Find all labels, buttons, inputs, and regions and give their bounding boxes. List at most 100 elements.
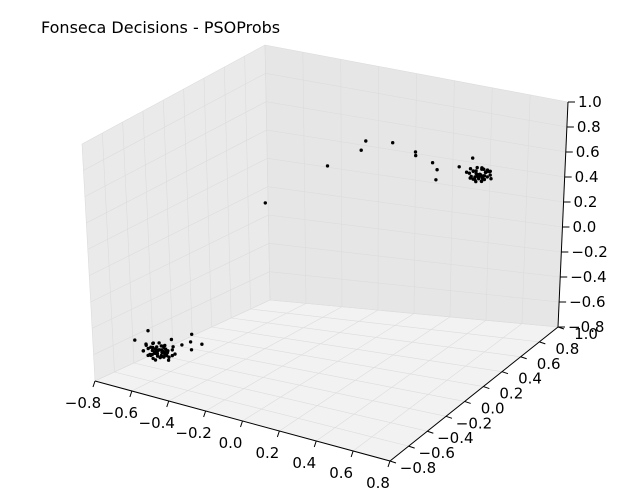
grid-line-y-wall [122, 121, 135, 364]
data-point [170, 348, 174, 352]
grid-line-z-back [267, 158, 564, 203]
grid-line-y-floor [153, 353, 447, 417]
x-tick-label: −0.6 [102, 404, 138, 422]
x-tick-label: 0.6 [329, 464, 353, 482]
data-point [473, 175, 477, 179]
data-point [475, 165, 479, 170]
grid-line-y-wall [81, 143, 96, 382]
data-point [162, 345, 166, 350]
data-point [146, 329, 150, 333]
floor-pane [95, 300, 558, 461]
y-tick-label: −0.4 [437, 429, 473, 447]
y-tick [501, 371, 509, 375]
x-tick [276, 430, 280, 438]
x-tick-label: −0.2 [175, 424, 211, 442]
grid-line-z-back [264, 44, 569, 103]
y-tick [427, 430, 434, 434]
grid-line-x-wall [449, 80, 455, 317]
grid-line-z-left [87, 158, 268, 250]
grid-line-y-floor [114, 371, 409, 447]
data-point [159, 348, 164, 352]
z-tick-label: 0.4 [575, 168, 599, 186]
x-tick-label: −0.4 [139, 414, 175, 432]
grid-line-y-wall [102, 132, 115, 373]
grid-line-z-left [89, 186, 268, 276]
grid-line-x-floor [242, 313, 415, 422]
data-point [189, 348, 194, 352]
data-point [263, 201, 267, 205]
tick-labels: −0.8−0.6−0.4−0.20.00.20.40.60.8−0.8−0.6−… [65, 93, 608, 492]
data-point [434, 178, 438, 182]
x-tick [166, 400, 170, 408]
y-tick [539, 341, 546, 345]
grid-line-z-back [269, 271, 560, 303]
data-point [153, 358, 158, 362]
y-tick-label: 0.2 [499, 385, 523, 403]
data-point [151, 341, 155, 345]
data-point [488, 173, 492, 177]
data-point [160, 354, 165, 359]
data-point [325, 164, 330, 168]
y-tick-label: 0.0 [481, 399, 505, 417]
data-point [467, 171, 472, 175]
grid-line-z-back [268, 243, 561, 278]
grid-line-x-floor [279, 316, 451, 432]
grid-line-x-floor [352, 323, 523, 452]
data-point [489, 177, 493, 181]
grid-line-z-back [269, 299, 559, 328]
data-point [464, 170, 469, 174]
data-point [468, 176, 472, 180]
data-point [457, 165, 461, 169]
z-tick-label: −0.6 [569, 293, 605, 311]
x-tick [92, 380, 96, 388]
grid-line-y-wall [244, 55, 251, 310]
x-tick-label: 0.0 [219, 434, 243, 452]
data-point [471, 169, 475, 173]
data-point [480, 166, 484, 170]
data-point [430, 161, 435, 165]
grid-line-x-floor [131, 303, 307, 392]
tick-marks [92, 101, 575, 468]
data-point [200, 342, 204, 346]
data-point [479, 179, 484, 183]
grid-line-x-floor [205, 309, 379, 412]
data-point [475, 172, 479, 177]
y-tick [520, 356, 527, 360]
z-axis-line [557, 101, 569, 328]
data-point [173, 352, 177, 356]
grid-line-y-wall [264, 44, 271, 301]
z-tick-label: −0.4 [570, 268, 606, 286]
grid-line-z-back [268, 214, 562, 253]
data-point [155, 345, 159, 349]
grid-line-z-back [265, 73, 567, 128]
y-tick-label: −0.8 [400, 459, 436, 477]
data-point [133, 338, 137, 342]
data-point [413, 150, 418, 154]
data-point [163, 352, 167, 356]
data-point [359, 148, 363, 152]
grid-line-z-left [90, 214, 269, 303]
data-point [149, 345, 153, 349]
x-tick-label: 0.2 [255, 444, 279, 462]
data-point [188, 340, 193, 344]
grid-line-y-wall [183, 88, 193, 337]
x-tick [203, 410, 207, 418]
grid-line-y-floor [250, 308, 540, 343]
data-point [364, 139, 368, 143]
data-point [487, 169, 492, 174]
y-tick-label: 0.4 [518, 370, 542, 388]
x-tick-label: 0.8 [366, 474, 390, 492]
grid-line-z-back [266, 101, 566, 153]
data-point [155, 354, 160, 358]
data-point [169, 337, 174, 342]
grid-line-z-left [94, 299, 271, 382]
grid-line-y-floor [172, 344, 465, 402]
data-point [166, 358, 171, 362]
axis-panes [82, 45, 568, 461]
z-tick-label: 1.0 [578, 93, 602, 111]
grid-line-z-left [86, 129, 267, 224]
grid-line-x-wall [521, 94, 531, 324]
grid-line-x-wall [413, 73, 417, 314]
data-point [170, 353, 174, 358]
x-tick [313, 440, 317, 448]
